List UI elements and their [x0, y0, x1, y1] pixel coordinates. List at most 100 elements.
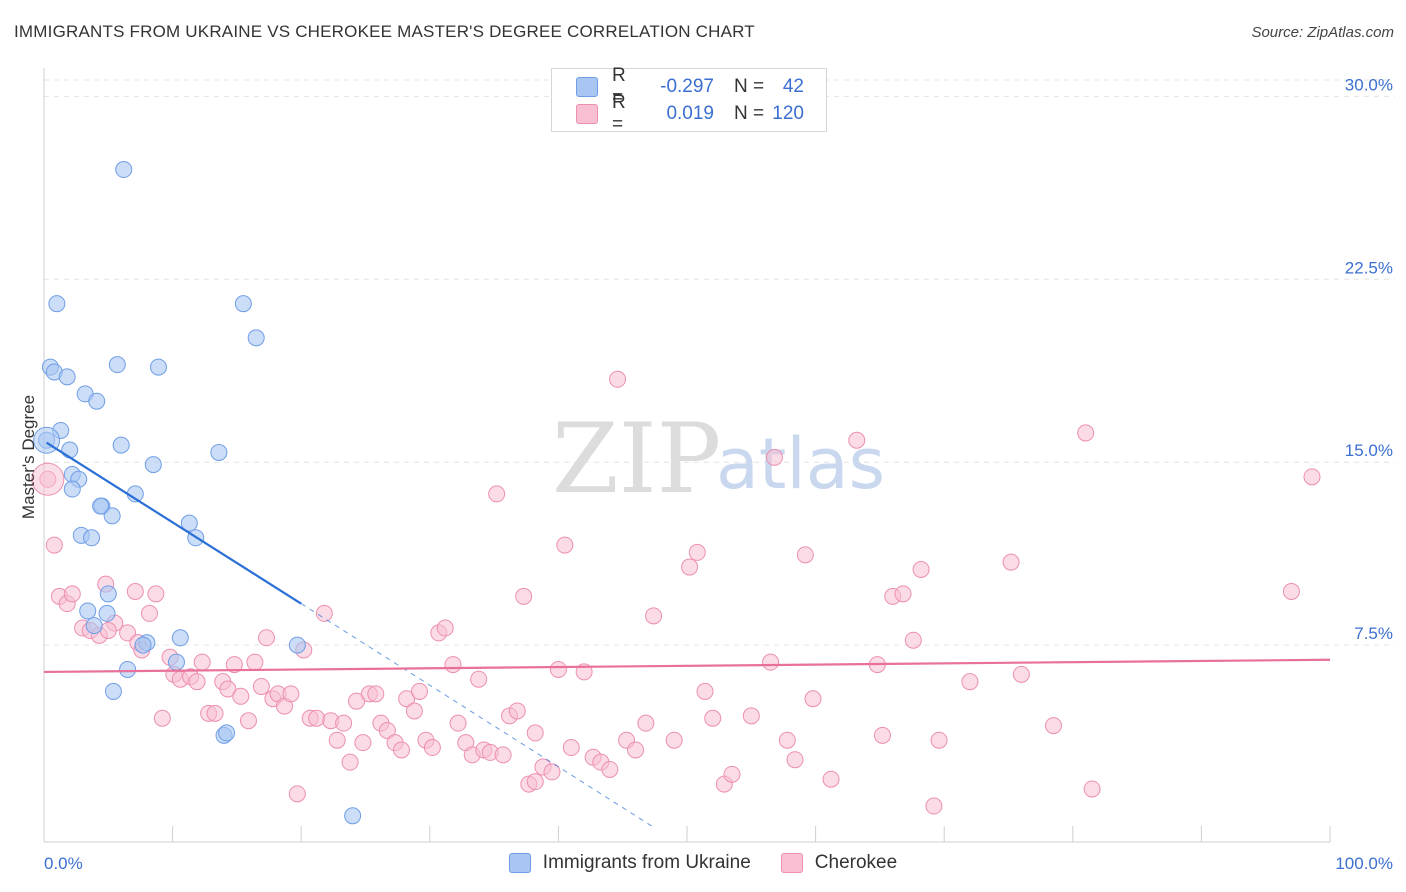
- ukraine-point: [234, 295, 252, 313]
- cherokee-point: [508, 702, 526, 720]
- cherokee-point: [1083, 780, 1101, 798]
- cherokee-point: [140, 604, 158, 622]
- ukraine-point: [115, 161, 133, 179]
- cherokee-point: [549, 660, 567, 678]
- watermark-zip: ZIP: [552, 403, 721, 515]
- cherokee-point: [470, 670, 488, 688]
- legend-swatch-ukraine: [576, 77, 598, 97]
- ukraine-point: [171, 629, 189, 647]
- ukraine-point: [85, 617, 103, 635]
- legend-item-cherokee[interactable]: Cherokee: [780, 852, 897, 874]
- cherokee-point: [778, 731, 796, 749]
- cherokee-point: [645, 607, 663, 625]
- legend-n-label: N =: [734, 103, 765, 124]
- cherokee-point: [1282, 582, 1300, 600]
- cherokee-point: [1303, 468, 1321, 486]
- legend-r-value: -0.297: [660, 76, 714, 97]
- cherokee-point: [436, 619, 454, 637]
- cherokee-point: [688, 543, 706, 561]
- cherokee-point: [494, 746, 512, 764]
- y-axis-label: Master's Degree: [19, 395, 38, 519]
- cherokee-point: [239, 712, 257, 730]
- ukraine-point: [112, 436, 130, 454]
- cherokee-point: [315, 604, 333, 622]
- watermark: ZIP atlas: [552, 403, 885, 515]
- cherokee-point: [354, 734, 372, 752]
- cherokee-point: [246, 653, 264, 671]
- cherokee-points: [31, 370, 1321, 815]
- ukraine-point: [48, 295, 66, 313]
- ukraine-point: [119, 660, 137, 678]
- cherokee-point: [63, 585, 81, 603]
- legend-r-value: 0.019: [666, 103, 714, 124]
- cherokee-point: [556, 536, 574, 554]
- ukraine-point: [247, 329, 265, 347]
- ukraine-point: [98, 604, 116, 622]
- cherokee-point: [225, 656, 243, 674]
- cherokee-point: [1045, 717, 1063, 735]
- cherokee-point: [543, 763, 561, 781]
- cherokee-point: [804, 690, 822, 708]
- ukraine-point: [180, 514, 198, 532]
- cherokee-point: [393, 741, 411, 759]
- cherokee-point: [723, 765, 741, 783]
- cherokee-point: [526, 773, 544, 791]
- legend-n-value: 42: [782, 76, 804, 97]
- cherokee-point: [45, 536, 63, 554]
- ukraine-point: [134, 636, 152, 654]
- cherokee-point: [601, 760, 619, 778]
- cherokee-point: [822, 770, 840, 788]
- cherokee-point: [328, 731, 346, 749]
- cherokee-point: [765, 448, 783, 466]
- cherokee-point: [609, 370, 627, 388]
- cherokee-point: [665, 731, 683, 749]
- cherokee-point: [282, 685, 300, 703]
- ukraine-point: [288, 636, 306, 654]
- series-legend: Immigrants from Ukraine Cherokee: [0, 852, 1406, 874]
- cherokee-point: [378, 721, 396, 739]
- stats-legend: R = -0.297 N = 42 R = 0.019 N = 120: [551, 65, 827, 135]
- legend-row-ukraine: R = -0.297 N = 42: [576, 65, 804, 108]
- legend-n-label: N =: [734, 76, 765, 97]
- cherokee-point: [252, 678, 270, 696]
- cherokee-point: [1077, 424, 1095, 442]
- cherokee-point: [894, 585, 912, 603]
- cherokee-trend-line: [43, 658, 1331, 674]
- cherokee-point: [742, 707, 760, 725]
- legend-row-cherokee: R = 0.019 N = 120: [576, 92, 804, 135]
- cherokee-point: [257, 629, 275, 647]
- cherokee-point: [119, 624, 137, 642]
- axes: [43, 68, 1331, 843]
- cherokee-point: [930, 731, 948, 749]
- gridlines: [44, 79, 1395, 646]
- ukraine-point: [108, 356, 126, 374]
- ukraine-point: [103, 507, 121, 525]
- y-tick-label: 15.0%: [1345, 441, 1393, 460]
- cherokee-point: [488, 485, 506, 503]
- ukraine-point: [210, 443, 228, 461]
- legend-item-ukraine[interactable]: Immigrants from Ukraine: [508, 852, 751, 874]
- cherokee-point: [449, 714, 467, 732]
- cherokee-point: [704, 709, 722, 727]
- legend-swatch-ukraine: [508, 853, 531, 873]
- cherokee-point: [219, 680, 237, 698]
- cherokee-point-large: [31, 462, 65, 496]
- ukraine-trend-extension: [300, 603, 656, 829]
- cherokee-point: [335, 714, 353, 732]
- x-min-label: 0.0%: [44, 854, 83, 873]
- ukraine-point: [149, 358, 167, 376]
- ukraine-trend-line: [45, 441, 302, 605]
- cherokee-point: [398, 690, 416, 708]
- cherokee-point: [308, 709, 326, 727]
- x-max-label: 100.0%: [1335, 854, 1393, 873]
- cherokee-point: [288, 785, 306, 803]
- tick-labels: 7.5% 15.0% 22.5% 30.0%: [1345, 75, 1393, 643]
- cherokee-point: [873, 726, 891, 744]
- legend-n-value: 120: [772, 103, 804, 124]
- cherokee-point: [341, 753, 359, 771]
- cherokee-point: [444, 656, 462, 674]
- ukraine-point: [144, 456, 162, 474]
- cherokee-point: [562, 739, 580, 757]
- cherokee-point: [526, 724, 544, 742]
